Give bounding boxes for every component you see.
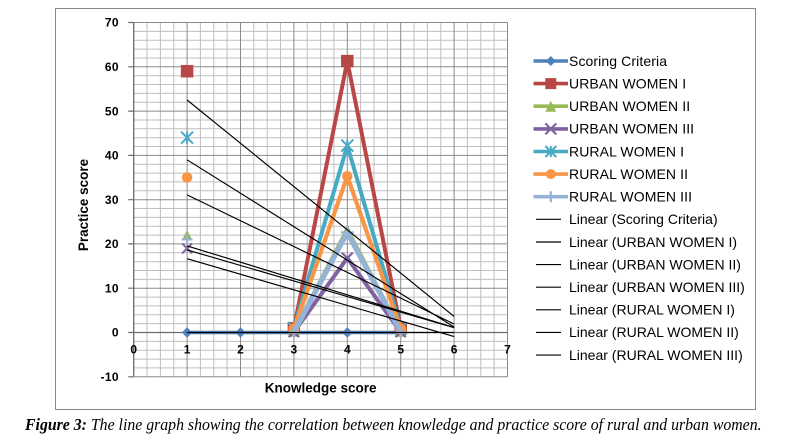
svg-text:5: 5 (397, 343, 404, 357)
svg-text:RURAL WOMEN III: RURAL WOMEN III (569, 189, 692, 205)
svg-text:Linear (RURAL WOMEN III): Linear (RURAL WOMEN III) (569, 347, 743, 363)
svg-text:Linear (URBAN WOMEN I): Linear (URBAN WOMEN I) (569, 234, 737, 250)
svg-text:URBAN WOMEN II: URBAN WOMEN II (569, 98, 690, 114)
svg-text:Linear (Scoring Criteria): Linear (Scoring Criteria) (569, 211, 718, 227)
svg-text:URBAN WOMEN III: URBAN WOMEN III (569, 121, 694, 137)
svg-text:3: 3 (291, 343, 298, 357)
svg-text:Scoring Criteria: Scoring Criteria (569, 53, 667, 69)
svg-text:2: 2 (237, 343, 244, 357)
svg-text:Practice score: Practice score (76, 158, 91, 251)
svg-text:Linear (URBAN WOMEN II): Linear (URBAN WOMEN II) (569, 256, 741, 272)
svg-text:20: 20 (105, 237, 119, 251)
svg-text:Linear (RURAL WOMEN II): Linear (RURAL WOMEN II) (569, 324, 739, 340)
svg-text:7: 7 (504, 343, 511, 357)
svg-text:RURAL WOMEN I: RURAL WOMEN I (569, 143, 684, 159)
svg-text:0: 0 (130, 343, 137, 357)
svg-text:Linear (URBAN WOMEN III): Linear (URBAN WOMEN III) (569, 279, 745, 295)
svg-text:10: 10 (105, 281, 119, 295)
svg-text:60: 60 (105, 60, 119, 74)
svg-text:1: 1 (184, 343, 191, 357)
svg-text:30: 30 (105, 193, 119, 207)
svg-text:40: 40 (105, 149, 119, 163)
svg-text:6: 6 (451, 343, 458, 357)
svg-text:70: 70 (105, 16, 119, 30)
svg-text:Linear (RURAL WOMEN I): Linear (RURAL WOMEN I) (569, 302, 735, 318)
svg-text:0: 0 (112, 326, 119, 340)
svg-text:URBAN WOMEN I: URBAN WOMEN I (569, 75, 686, 91)
svg-text:RURAL WOMEN II: RURAL WOMEN II (569, 166, 688, 182)
svg-text:-10: -10 (100, 370, 119, 384)
svg-text:50: 50 (105, 104, 119, 118)
svg-text:Knowledge score: Knowledge score (265, 380, 377, 395)
svg-text:4: 4 (344, 343, 351, 357)
